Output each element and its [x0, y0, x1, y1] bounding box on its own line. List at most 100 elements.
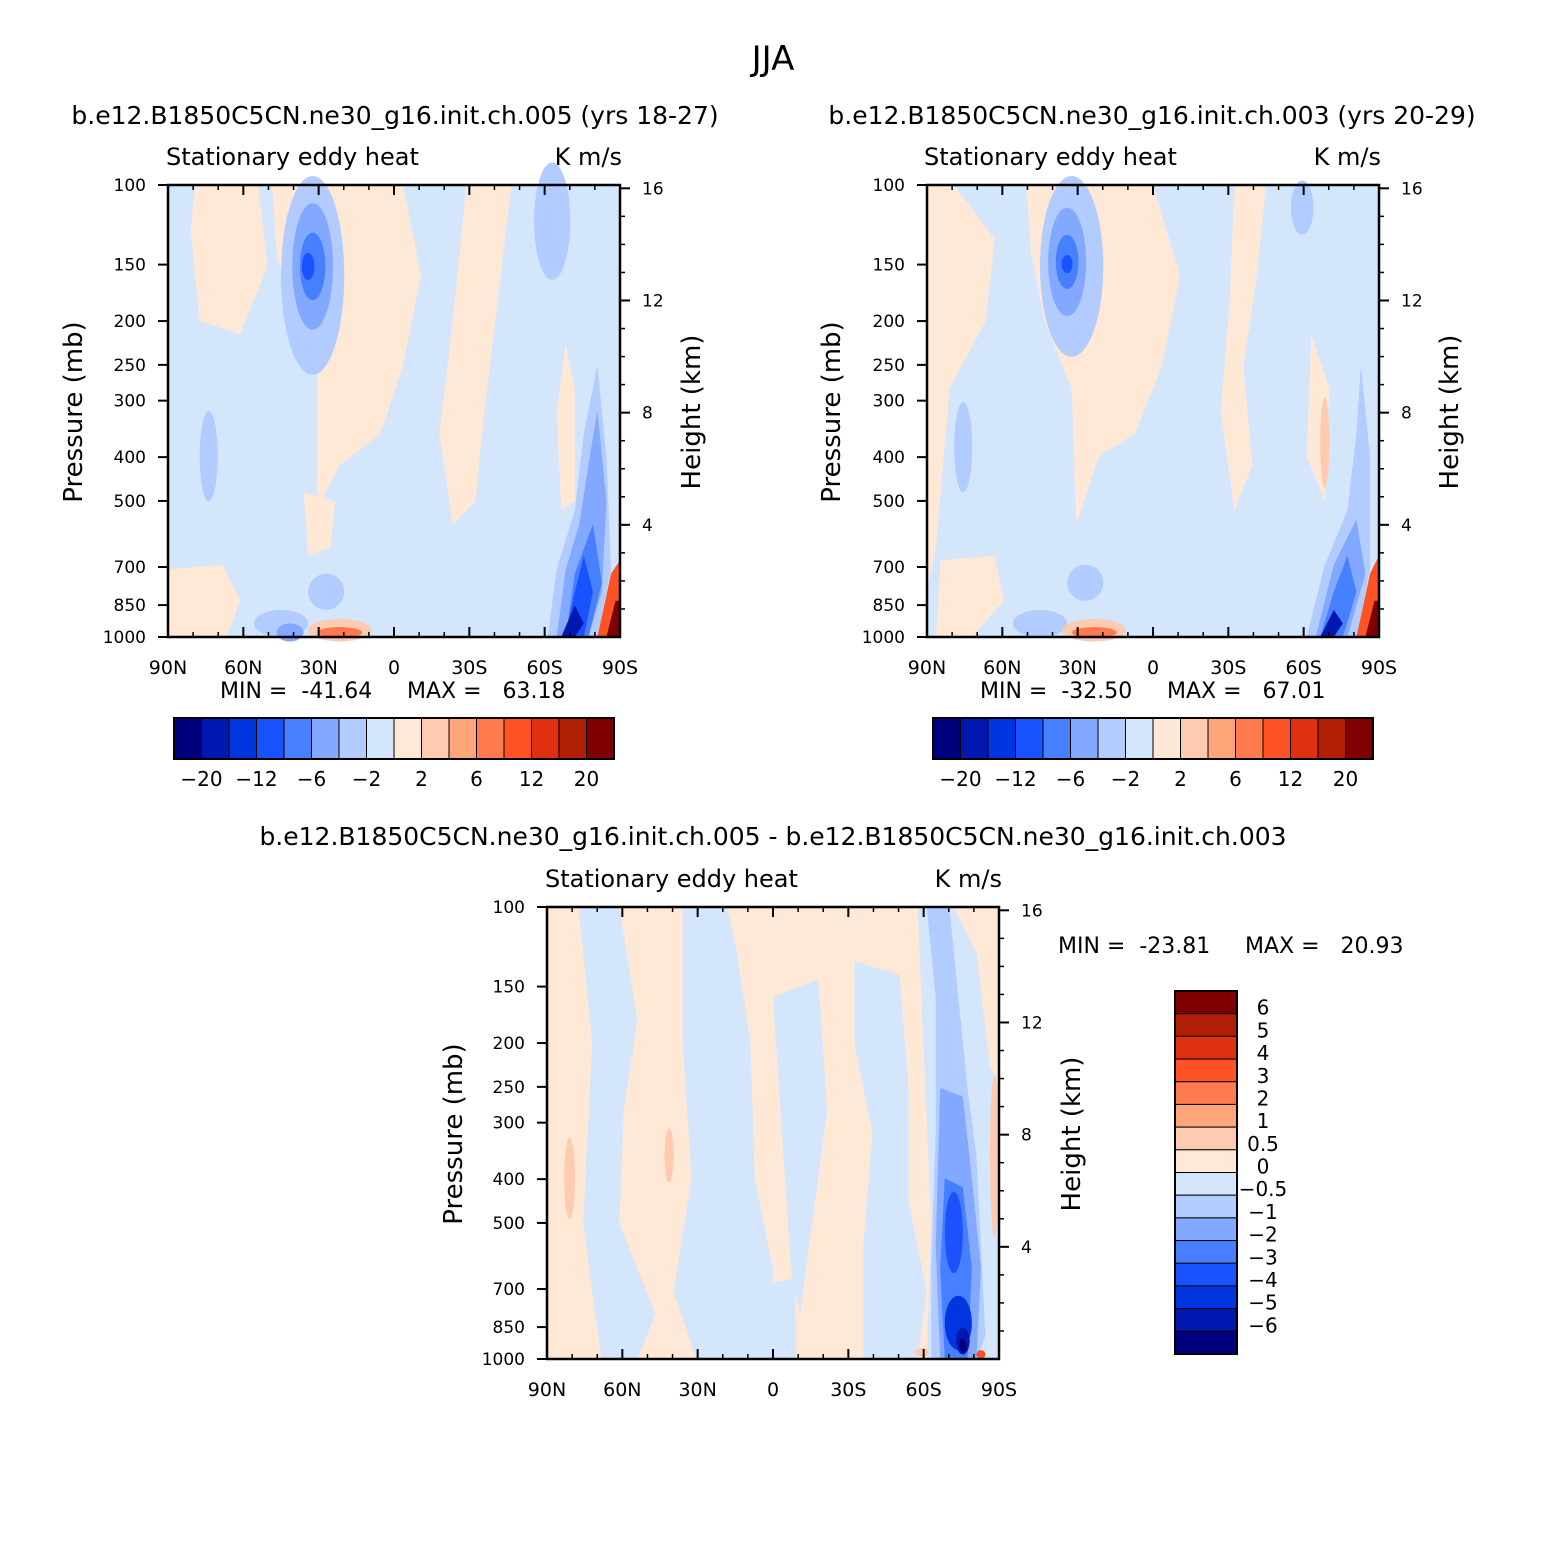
colorbar-label: 6 — [1229, 767, 1242, 791]
colorbar-swatch — [1174, 1308, 1238, 1332]
y-tick-label: 100 — [493, 898, 525, 918]
y-tick-label: 300 — [873, 392, 905, 412]
x-tick-label: 90N — [528, 1379, 566, 1401]
panel-case-005: b.e12.B1850C5CN.ne30_g16.init.ch.005 (yr… — [59, 101, 719, 791]
colorbar-swatch — [1070, 717, 1099, 760]
x-tick-label: 30S — [451, 657, 487, 679]
colorbar-label: 2 — [415, 767, 428, 791]
contour-region-17 — [915, 1347, 929, 1357]
y-axis-label: Pressure (mb) — [817, 321, 847, 502]
y2-tick-label: 4 — [642, 516, 653, 536]
y2-tick-label: 8 — [1401, 404, 1412, 424]
contour-region-1 — [190, 185, 268, 335]
y-tick-label: 500 — [873, 492, 905, 512]
x-tick-label: 90N — [908, 657, 946, 679]
contour-region-2 — [673, 907, 773, 1359]
contour-region-12 — [199, 411, 218, 502]
colorbar-swatch — [531, 717, 560, 760]
contour-region-5 — [854, 961, 927, 1359]
y-tick-label: 1000 — [862, 628, 905, 648]
x-tick-label: 30N — [1058, 657, 1096, 679]
colorbar-frame — [932, 717, 1374, 760]
colorbar-swatch — [1174, 990, 1238, 1015]
contour-region-14 — [564, 1137, 576, 1219]
colorbar-swatch — [421, 717, 450, 760]
colorbar-swatch — [1174, 1217, 1238, 1242]
y2-tick-label: 8 — [1021, 1126, 1032, 1146]
colorbar-label: 12 — [1278, 767, 1303, 791]
contour-region-3 — [736, 1277, 796, 1359]
colorbar-label: −20 — [939, 767, 981, 791]
contour-region-5 — [936, 555, 1004, 637]
contour-region-10 — [1290, 180, 1314, 235]
colorbar-swatch — [1262, 717, 1291, 760]
contour-region-3 — [1220, 185, 1266, 511]
colorbar-label: −0.5 — [1239, 1177, 1288, 1201]
colorbar-swatch — [338, 717, 367, 760]
colorbar-swatch — [503, 717, 532, 760]
x-tick-label: 30N — [299, 657, 337, 679]
colorbar-swatch — [476, 717, 505, 760]
x-tick-label: 90S — [602, 657, 638, 679]
colorbar-label: 0.5 — [1247, 1132, 1279, 1156]
x-tick-label: 60N — [983, 657, 1021, 679]
colorbar-swatch — [311, 717, 340, 760]
colorbar-swatch — [1174, 1172, 1238, 1196]
panel-title: b.e12.B1850C5CN.ne30_g16.init.ch.005 - b… — [259, 822, 1286, 851]
colorbar-label: −6 — [1248, 1313, 1277, 1337]
x-tick-label: 90S — [1361, 657, 1397, 679]
colorbar-label: 0 — [1257, 1155, 1270, 1179]
y2-tick-label: 8 — [642, 404, 653, 424]
contour-region-22 — [561, 605, 584, 637]
contour-region-13 — [1012, 609, 1068, 637]
colorbar-swatch — [283, 717, 312, 760]
colorbar-swatch — [256, 717, 285, 760]
y2-tick-label: 12 — [1401, 291, 1423, 311]
colorbar-label: −2 — [352, 767, 381, 791]
x-tick-label: 30S — [1210, 657, 1246, 679]
y-tick-label: 150 — [493, 978, 525, 998]
y-tick-label: 400 — [493, 1170, 525, 1190]
y-tick-label: 200 — [114, 312, 146, 332]
y-tick-label: 700 — [114, 558, 146, 578]
colorbar-label: −2 — [1248, 1223, 1277, 1247]
colorbar-swatch — [987, 717, 1016, 760]
y2-tick-label: 16 — [1401, 179, 1423, 199]
y-tick-label: 300 — [493, 1114, 525, 1134]
colorbar-swatch — [1180, 717, 1209, 760]
contour-region-6 — [556, 343, 575, 511]
contour-region-12 — [1067, 564, 1104, 601]
x-tick-label: 0 — [388, 657, 400, 679]
y2-axis-label: Height (km) — [677, 335, 707, 490]
colorbar: −20 −12 −6 −2 2 6 12 20 — [932, 717, 1374, 791]
y2-tick-label: 16 — [1021, 901, 1043, 921]
axes: 90N 60N 30N 0 30S 60S 90S 100 150 200 250 300 400 500… — [103, 176, 664, 679]
colorbar-label: −1 — [1248, 1200, 1277, 1224]
colorbar-swatch — [201, 717, 230, 760]
colorbar-label: 5 — [1257, 1018, 1270, 1042]
y2-axis-label: Height (km) — [1435, 335, 1465, 490]
y-tick-label: 200 — [873, 312, 905, 332]
x-tick-label: 0 — [1147, 657, 1159, 679]
contour-region-11 — [534, 162, 571, 280]
colorbar-swatch — [1174, 1103, 1238, 1128]
x-tick-label: 30S — [830, 1379, 866, 1401]
panel-difference: b.e12.B1850C5CN.ne30_g16.init.ch.005 - b… — [259, 822, 1403, 1401]
max-label: MAX = 20.93 — [1245, 934, 1404, 959]
contour-region-15 — [664, 1128, 674, 1183]
contour-region-10 — [944, 1191, 963, 1274]
colorbar-label: −4 — [1248, 1268, 1277, 1292]
contour-region-9 — [1061, 255, 1073, 274]
colorbar-swatch — [1317, 717, 1346, 760]
units-label: K m/s — [1314, 143, 1381, 171]
colorbar-label: 20 — [1333, 767, 1358, 791]
contour-region-13 — [308, 573, 345, 610]
y-tick-label: 250 — [493, 1078, 525, 1098]
y-tick-label: 500 — [114, 492, 146, 512]
y-axis-label: Pressure (mb) — [59, 321, 89, 502]
y-tick-label: 1000 — [103, 628, 146, 648]
colorbar-swatch — [1152, 717, 1181, 760]
panel-case-003: b.e12.B1850C5CN.ne30_g16.init.ch.003 (yr… — [817, 101, 1476, 791]
colorbar-label: 6 — [470, 767, 483, 791]
variable-label: Stationary eddy heat — [924, 143, 1177, 171]
